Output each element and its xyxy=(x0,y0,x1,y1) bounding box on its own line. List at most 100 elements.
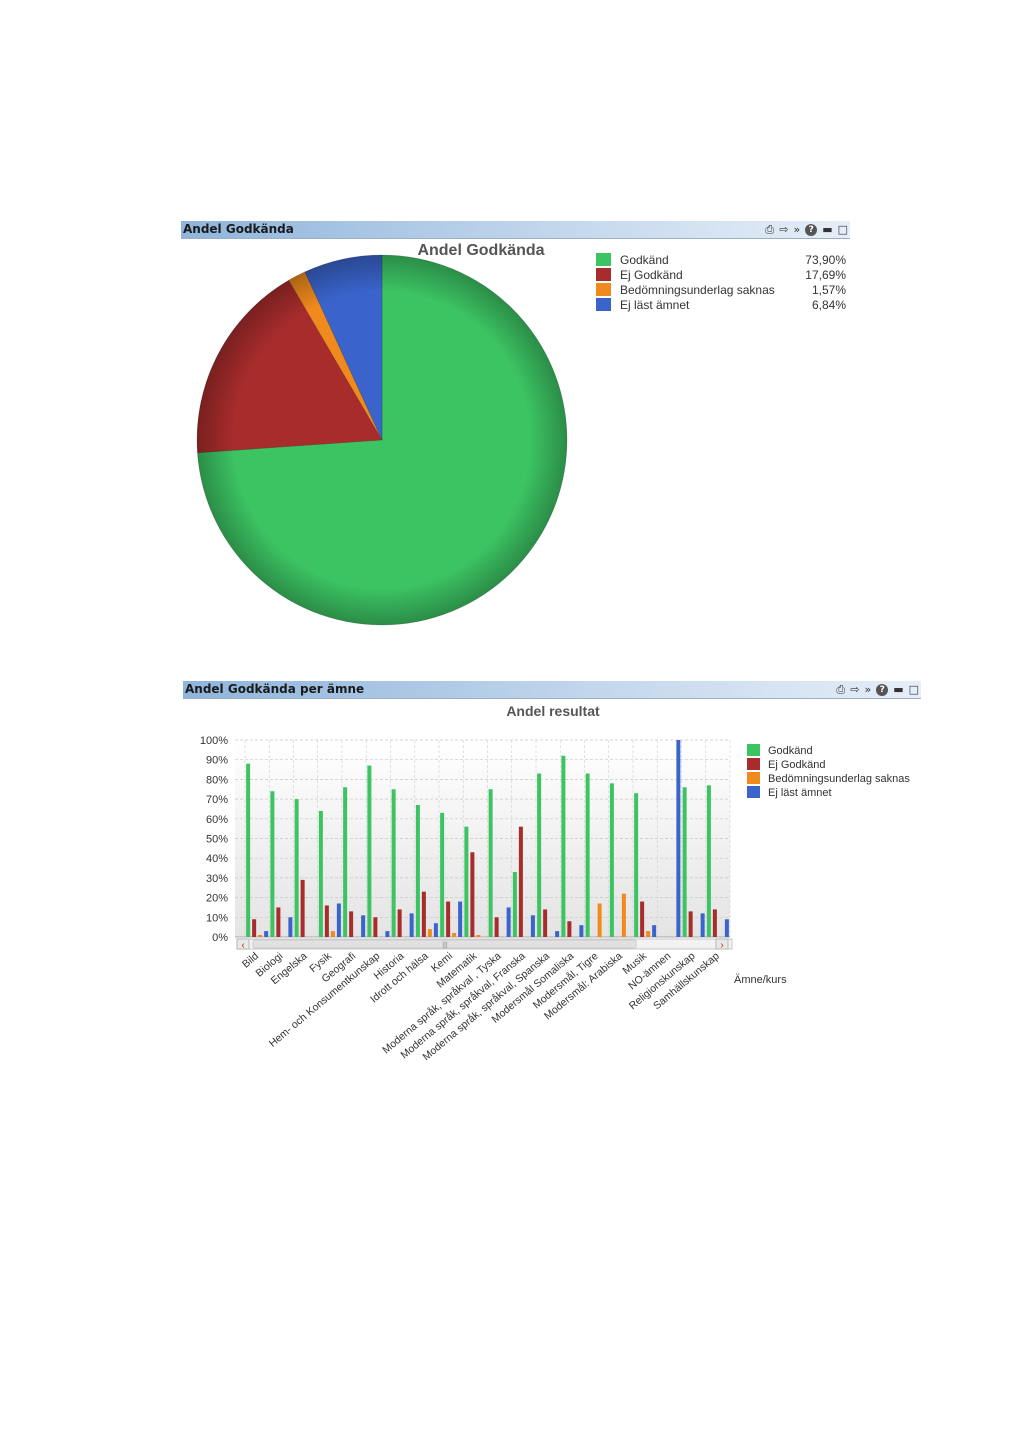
export-excel-icon[interactable]: ⇨ xyxy=(779,223,789,236)
legend-value: 6,84% xyxy=(812,298,846,312)
bar-bed-mningsunderlag-saknas[interactable] xyxy=(330,931,335,937)
bar-chart-title: Andel resultat xyxy=(506,703,600,719)
bar-ej-godk-nd[interactable] xyxy=(349,911,354,937)
bar-panel-titlebar[interactable]: Andel Godkända per ämne ⎙ ⇨ » ? ▬ □ xyxy=(183,681,921,699)
bar-godk-nd[interactable] xyxy=(440,812,445,937)
bar-ej-godk-nd[interactable] xyxy=(567,921,572,937)
bar-ej-godk-nd[interactable] xyxy=(373,917,378,937)
y-tick-label: 80% xyxy=(206,774,228,786)
pie-panel-titlebar[interactable]: Andel Godkända ⎙ ⇨ » ? ▬ □ xyxy=(181,221,850,239)
bar-ej-godk-nd[interactable] xyxy=(300,879,305,937)
bar-godk-nd[interactable] xyxy=(391,789,396,937)
bar-ej-godk-nd[interactable] xyxy=(518,826,523,937)
scrollbar-grip-icon: ||| xyxy=(442,942,448,949)
maximize-icon[interactable]: □ xyxy=(837,223,848,236)
bar-bed-mningsunderlag-saknas[interactable] xyxy=(597,903,602,937)
bar-chart: Andel resultat 0% 10% 20% 30% 40% 50% 60% 70% 80… xyxy=(200,703,911,1063)
bar-godk-nd[interactable] xyxy=(294,799,299,937)
y-tick-label: 60% xyxy=(206,814,228,826)
bar-bed-mningsunderlag-saknas[interactable] xyxy=(476,935,481,937)
bar-ej-l-st-mnet[interactable] xyxy=(458,901,463,937)
minimize-icon[interactable]: ▬ xyxy=(893,683,904,696)
bar-ej-godk-nd[interactable] xyxy=(252,919,257,937)
bar-godk-nd[interactable] xyxy=(488,789,493,937)
bar-ej-l-st-mnet[interactable] xyxy=(385,931,390,937)
bar-ej-godk-nd[interactable] xyxy=(470,852,475,937)
y-tick-label: 100% xyxy=(200,735,228,747)
scrollbar-left-button[interactable] xyxy=(236,938,250,950)
horizontal-scrollbar[interactable]: ‹ ||| › xyxy=(236,938,733,951)
bar-bed-mningsunderlag-saknas[interactable] xyxy=(452,933,457,937)
bar-ej-godk-nd[interactable] xyxy=(276,907,281,937)
bar-ej-godk-nd[interactable] xyxy=(494,917,499,937)
more-icon[interactable]: » xyxy=(793,223,801,236)
bar-ej-l-st-mnet[interactable] xyxy=(361,915,366,937)
y-tick-label: 0% xyxy=(212,932,228,944)
legend-swatch xyxy=(747,786,760,798)
bar-ej-l-st-mnet[interactable] xyxy=(506,907,511,937)
bar-ej-l-st-mnet[interactable] xyxy=(555,931,560,937)
bar-ej-godk-nd[interactable] xyxy=(421,891,426,937)
legend-swatch xyxy=(596,268,611,281)
bar-bed-mningsunderlag-saknas[interactable] xyxy=(427,929,432,937)
bar-ej-godk-nd[interactable] xyxy=(712,909,717,937)
x-axis-label: Ämne/kurs xyxy=(734,974,787,986)
help-icon[interactable]: ? xyxy=(805,223,818,236)
y-tick-label: 50% xyxy=(206,834,228,846)
bar-panel-title: Andel Godkända per ämne xyxy=(185,682,365,696)
bar-ej-l-st-mnet[interactable] xyxy=(652,925,657,937)
export-excel-icon[interactable]: ⇨ xyxy=(850,683,860,696)
bar-godk-nd[interactable] xyxy=(609,783,614,937)
bar-godk-nd[interactable] xyxy=(512,871,517,937)
bar-ej-l-st-mnet[interactable] xyxy=(264,931,269,937)
bar-godk-nd[interactable] xyxy=(246,763,251,937)
bar-godk-nd[interactable] xyxy=(415,805,420,937)
scrollbar-thumb[interactable] xyxy=(252,939,637,949)
print-icon[interactable]: ⎙ xyxy=(836,683,846,696)
bar-ej-godk-nd[interactable] xyxy=(640,901,645,937)
bar-ej-l-st-mnet[interactable] xyxy=(409,913,414,937)
bar-ej-godk-nd[interactable] xyxy=(543,909,548,937)
bar-ej-godk-nd[interactable] xyxy=(397,909,402,937)
chevron-left-icon: ‹ xyxy=(241,940,244,951)
bar-ej-l-st-mnet[interactable] xyxy=(336,903,341,937)
legend-label: Bedömningsunderlag saknas xyxy=(768,773,910,785)
bar-godk-nd[interactable] xyxy=(634,793,639,937)
bar-godk-nd[interactable] xyxy=(537,773,542,937)
pie-chart: Andel Godkända Godkänd 73,90% Ej Godkänd 17… xyxy=(196,242,846,626)
legend-label: Ej Godkänd xyxy=(620,268,683,282)
scrollbar-right-button[interactable] xyxy=(715,938,729,950)
bar-ej-l-st-mnet[interactable] xyxy=(724,919,729,937)
bar-ej-l-st-mnet[interactable] xyxy=(676,740,681,937)
bar-bed-mningsunderlag-saknas[interactable] xyxy=(646,931,651,937)
bar-godk-nd[interactable] xyxy=(270,791,275,937)
bar-ej-l-st-mnet[interactable] xyxy=(579,925,584,937)
bar-godk-nd[interactable] xyxy=(367,765,372,937)
minimize-icon[interactable]: ▬ xyxy=(822,223,833,236)
bar-godk-nd[interactable] xyxy=(706,785,711,937)
bar-ej-l-st-mnet[interactable] xyxy=(288,917,293,937)
y-tick-label: 40% xyxy=(206,853,228,865)
help-icon[interactable]: ? xyxy=(876,683,889,696)
bar-godk-nd[interactable] xyxy=(343,787,348,937)
bar-ej-l-st-mnet[interactable] xyxy=(433,923,438,937)
bar-godk-nd[interactable] xyxy=(682,787,687,937)
bar-ej-l-st-mnet[interactable] xyxy=(530,915,535,937)
bar-ej-godk-nd[interactable] xyxy=(324,905,329,937)
bar-ej-godk-nd[interactable] xyxy=(688,911,693,937)
bar-panel: Andel Godkända per ämne ⎙ ⇨ » ? ▬ □ Ande… xyxy=(183,681,921,1081)
more-icon[interactable]: » xyxy=(864,683,872,696)
legend-label: Bedömningsunderlag saknas xyxy=(620,283,775,297)
maximize-icon[interactable]: □ xyxy=(908,683,919,696)
print-icon[interactable]: ⎙ xyxy=(765,223,775,236)
bar-ej-l-st-mnet[interactable] xyxy=(700,913,705,937)
y-tick-label: 10% xyxy=(206,912,228,924)
bar-ej-godk-nd[interactable] xyxy=(446,901,451,937)
legend-swatch xyxy=(747,772,760,784)
bar-godk-nd[interactable] xyxy=(464,826,469,937)
bar-bed-mningsunderlag-saknas[interactable] xyxy=(258,935,263,937)
bar-godk-nd[interactable] xyxy=(585,773,590,937)
bar-bed-mningsunderlag-saknas[interactable] xyxy=(621,893,626,937)
bar-godk-nd[interactable] xyxy=(318,810,323,937)
bar-godk-nd[interactable] xyxy=(561,755,566,937)
